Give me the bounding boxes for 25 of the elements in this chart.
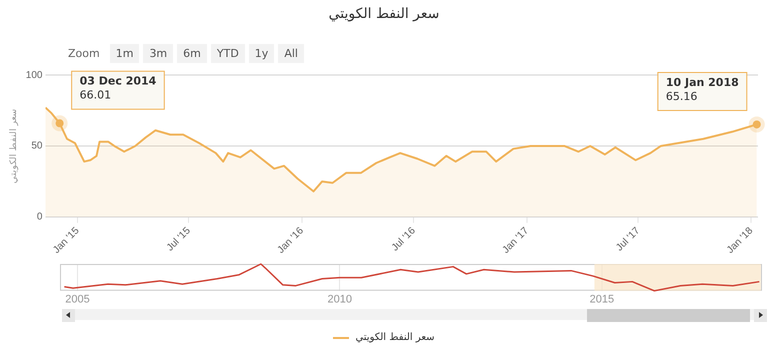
y-tick-label: 0 [36,212,43,223]
x-tick-label: Jul '16 [390,225,418,254]
text: 6m [177,44,207,63]
x-tick-label: Jan '17 [500,225,532,256]
x-tick-label: Jan '16 [276,225,306,256]
text: All [278,44,304,63]
x-tick-label: 2015 [590,293,614,306]
text: 1y [248,44,274,63]
x-tick-label: Jul '15 [164,225,194,254]
x-tick-label: 2005 [65,293,90,306]
annotation: 03 Dec 2014 66.01 [80,74,157,102]
text: 1m [110,44,140,63]
y-axis-title: سعر النفط الكويتي [8,108,19,184]
x-tick-label: Jan '15 [51,225,82,256]
y-tick-label: 100 [26,70,43,81]
x-tick-label: Jul '17 [614,225,642,254]
annotation: 10 Jan 2018 65.16 [666,76,739,103]
text: 3m [143,44,174,63]
text: Zoom [67,46,101,62]
x-tick-label: 2010 [327,293,352,306]
text: YTD [210,44,245,63]
x-tick-label: Jan '18 [724,225,756,256]
chart-title: سعر النفط الكويتي [328,6,440,22]
legend-label: سعر النفط الكويتي [355,332,435,343]
y-tick-label: 50 [31,140,43,152]
